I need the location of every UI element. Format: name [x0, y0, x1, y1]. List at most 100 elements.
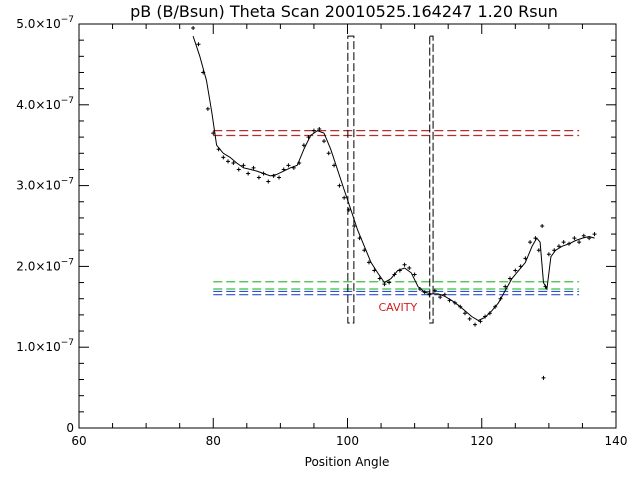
- data-point: [487, 311, 492, 316]
- data-point: [417, 287, 422, 292]
- boundary-boxes: [347, 35, 434, 324]
- data-point: [541, 375, 546, 380]
- data-point: [533, 236, 538, 241]
- data-point: [407, 266, 412, 271]
- data-point: [196, 42, 201, 47]
- data-point: [561, 240, 566, 245]
- data-point: [317, 127, 322, 132]
- data-point: [346, 207, 351, 212]
- data-point: [377, 276, 382, 281]
- data-point: [277, 175, 282, 180]
- data-point: [231, 160, 236, 165]
- data-point: [221, 155, 226, 160]
- data-point: [412, 272, 417, 277]
- data-point: [438, 295, 443, 300]
- x-tick-label: 80: [206, 434, 221, 448]
- data-point: [337, 183, 342, 188]
- data-point: [342, 195, 347, 200]
- x-axis: 60 80 100 120 140: [71, 24, 627, 448]
- data-point: [507, 276, 512, 281]
- y-tick-label: 3.0×10−7: [16, 177, 74, 193]
- data-point: [291, 165, 296, 170]
- data-point: [191, 26, 196, 31]
- data-point: [201, 70, 206, 75]
- data-point: [352, 224, 357, 228]
- x-tick-label: 100: [336, 434, 359, 448]
- y-tick-mantissa: 0: [66, 421, 74, 435]
- y-tick-label: 5.0×10−7: [16, 15, 74, 31]
- data-point: [467, 316, 472, 321]
- data-point: [216, 147, 221, 152]
- y-tick-mantissa: 1.0×10: [16, 340, 60, 354]
- y-tick-exponent: −7: [61, 96, 74, 106]
- data-point: [382, 282, 387, 287]
- plot-frame: [78, 23, 617, 429]
- data-point: [572, 236, 577, 241]
- data-point: [518, 264, 523, 269]
- data-point: [447, 298, 452, 303]
- data-point: [322, 139, 327, 144]
- data-point: [523, 256, 528, 261]
- data-point: [226, 159, 231, 164]
- data-point: [432, 288, 437, 293]
- y-axis: 01.0×10−72.0×10−73.0×10−74.0×10−75.0×10−…: [16, 15, 616, 435]
- data-point: [402, 262, 407, 267]
- data-point: [357, 236, 362, 241]
- data-point: [241, 163, 246, 168]
- y-tick-exponent: −7: [61, 338, 74, 348]
- data-point: [556, 244, 561, 249]
- data-point: [205, 106, 210, 111]
- x-tick-label: 140: [605, 434, 628, 448]
- data-point: [458, 304, 463, 309]
- data-point: [581, 233, 586, 238]
- y-tick-mantissa: 2.0×10: [16, 259, 60, 273]
- y-tick-mantissa: 5.0×10: [16, 17, 60, 31]
- data-point: [256, 175, 261, 180]
- data-point: [552, 248, 557, 253]
- annotations: CAVITY: [378, 301, 417, 314]
- data-point: [236, 167, 241, 172]
- data-point: [366, 260, 371, 265]
- y-tick-exponent: −7: [61, 15, 74, 25]
- data-point: [297, 160, 302, 165]
- smoothed-series-line: [192, 35, 595, 322]
- data-point: [543, 284, 548, 289]
- data-point: [306, 135, 311, 140]
- data-point: [362, 248, 367, 253]
- y-tick-label: 0: [66, 421, 74, 435]
- data-point: [397, 268, 402, 273]
- data-point: [372, 268, 377, 273]
- data-point: [332, 163, 337, 168]
- y-tick-exponent: −7: [61, 177, 74, 187]
- data-point: [498, 296, 503, 301]
- data-point: [513, 268, 518, 273]
- data-point: [261, 171, 266, 176]
- data-point: [567, 241, 572, 246]
- data-point: [311, 128, 316, 133]
- data-point: [271, 173, 276, 178]
- data-point: [286, 163, 291, 168]
- data-point: [462, 311, 467, 316]
- boundary-box: [347, 35, 355, 324]
- data-point: [587, 236, 592, 241]
- data-point: [422, 290, 427, 295]
- cavity-label: CAVITY: [378, 301, 417, 314]
- y-tick-label: 4.0×10−7: [16, 96, 74, 112]
- data-point: [326, 151, 331, 156]
- y-tick-mantissa: 3.0×10: [16, 179, 60, 193]
- data-point: [478, 319, 483, 324]
- data-point: [266, 179, 271, 184]
- data-point: [483, 314, 488, 319]
- data-point: [546, 252, 551, 257]
- y-tick-mantissa: 4.0×10: [16, 98, 60, 112]
- data-point: [540, 224, 545, 228]
- data-point: [528, 240, 533, 245]
- y-tick-label: 2.0×10−7: [16, 257, 74, 273]
- y-tick-exponent: −7: [61, 257, 74, 267]
- plot-area: CAVITY: [78, 23, 617, 429]
- data-point: [442, 292, 447, 297]
- reference-lines: [213, 130, 580, 296]
- data-point: [493, 304, 498, 309]
- data-point: [251, 165, 256, 170]
